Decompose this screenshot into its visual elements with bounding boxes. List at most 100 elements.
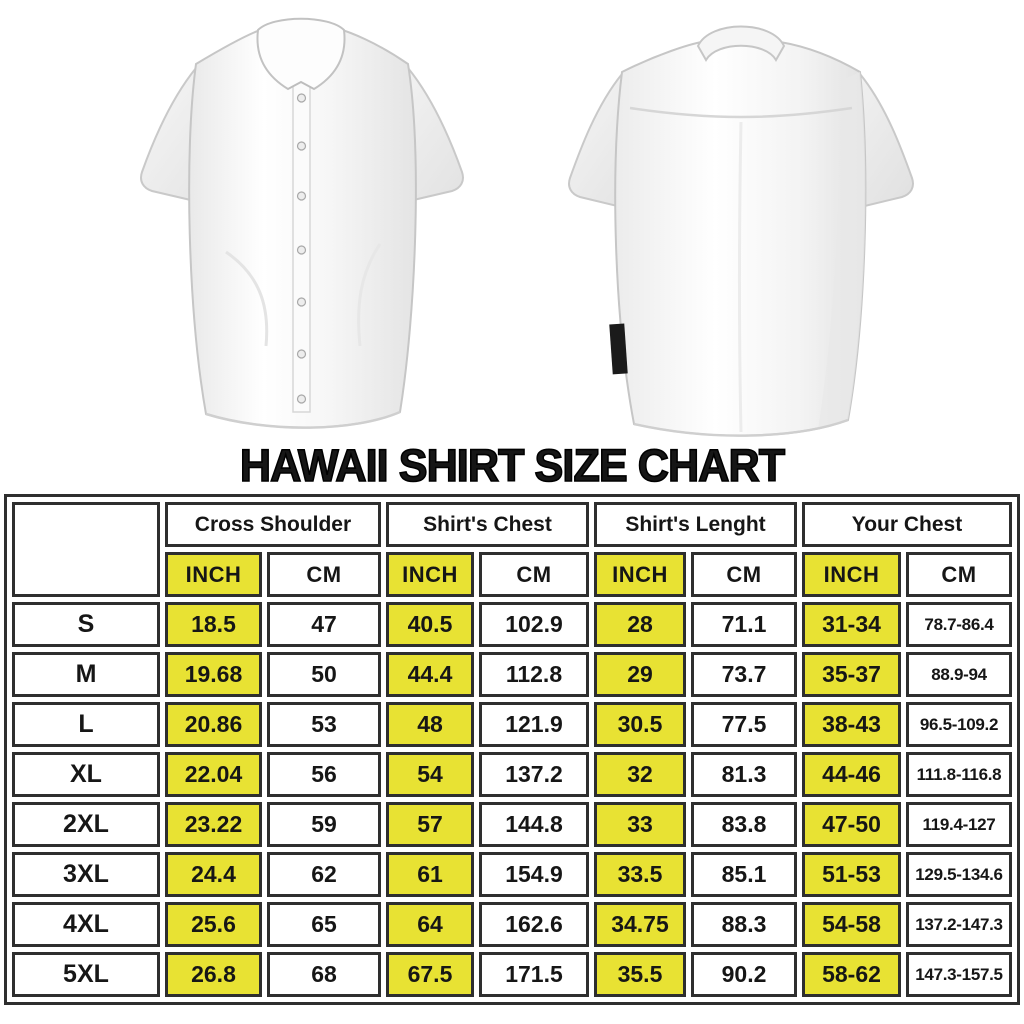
value-cell-cm: 129.5-134.6 bbox=[906, 852, 1012, 897]
table-row: S 18.5 47 40.5 102.9 28 71.1 31-34 78.7-86.4 bbox=[11, 602, 1012, 647]
value-cell-inch: 32 bbox=[593, 752, 686, 797]
value-cell-cm: 73.7 bbox=[690, 652, 797, 697]
value-cell-inch: 31-34 bbox=[802, 602, 901, 647]
value-cell-inch: 24.4 bbox=[164, 852, 262, 897]
group-header-shirts-lenght: Shirt's Lenght bbox=[593, 502, 797, 547]
table-row: L 20.86 53 48 121.9 30.5 77.5 38-43 96.5-109.2 bbox=[11, 702, 1012, 747]
table-row: 4XL 25.6 65 64 162.6 34.75 88.3 54-58 137.2-147.… bbox=[11, 902, 1012, 947]
table-header: Cross Shoulder Shirt's Chest Shirt's Len… bbox=[11, 502, 1012, 597]
table-row: XL 22.04 56 54 137.2 32 81.3 44-46 111.8-116.8 bbox=[11, 752, 1012, 797]
value-cell-cm: 137.2-147.3 bbox=[906, 902, 1012, 947]
value-cell-inch: 19.68 bbox=[164, 652, 262, 697]
value-cell-cm: 96.5-109.2 bbox=[906, 702, 1012, 747]
value-cell-cm: 59 bbox=[266, 802, 381, 847]
value-cell-inch: 47-50 bbox=[802, 802, 901, 847]
value-cell-inch: 44.4 bbox=[385, 652, 474, 697]
value-cell-cm: 88.9-94 bbox=[906, 652, 1012, 697]
back-yoke-seam bbox=[629, 106, 853, 119]
size-label: 3XL bbox=[11, 852, 160, 897]
unit-header-cm: CM bbox=[690, 552, 797, 597]
shirt-back-photo bbox=[568, 25, 914, 437]
back-right-shade bbox=[818, 72, 866, 429]
value-cell-inch: 18.5 bbox=[164, 602, 262, 647]
size-label: 4XL bbox=[11, 902, 160, 947]
unit-header-inch: INCH bbox=[385, 552, 474, 597]
group-header-row: Cross Shoulder Shirt's Chest Shirt's Len… bbox=[11, 502, 1012, 597]
value-cell-cm: 88.3 bbox=[690, 902, 797, 947]
value-cell-cm: 78.7-86.4 bbox=[906, 602, 1012, 647]
value-cell-cm: 68 bbox=[266, 952, 381, 997]
value-cell-cm: 121.9 bbox=[478, 702, 589, 747]
page-title: HAWAII SHIRT SIZE CHART bbox=[239, 440, 786, 491]
table-row: M 19.68 50 44.4 112.8 29 73.7 35-37 88.9-94 bbox=[11, 652, 1012, 697]
value-cell-cm: 62 bbox=[266, 852, 381, 897]
group-header-your-chest: Your Chest bbox=[802, 502, 1012, 547]
size-label: 2XL bbox=[11, 802, 160, 847]
unit-header-cm: CM bbox=[478, 552, 589, 597]
size-label: S bbox=[11, 602, 160, 647]
value-cell-inch: 58-62 bbox=[802, 952, 901, 997]
unit-header-row: INCH CM INCH CM INCH CM INCH CM bbox=[12, 552, 1012, 597]
table-row: 5XL 26.8 68 67.5 171.5 35.5 90.2 58-62 147.3-157… bbox=[11, 952, 1012, 997]
value-cell-inch: 54-58 bbox=[802, 902, 901, 947]
value-cell-cm: 81.3 bbox=[690, 752, 797, 797]
value-cell-inch: 23.22 bbox=[164, 802, 262, 847]
value-cell-inch: 61 bbox=[385, 852, 474, 897]
unit-header-inch: INCH bbox=[593, 552, 686, 597]
value-cell-cm: 77.5 bbox=[690, 702, 797, 747]
value-cell-inch: 22.04 bbox=[164, 752, 262, 797]
value-cell-inch: 54 bbox=[385, 752, 474, 797]
value-cell-inch: 33 bbox=[593, 802, 686, 847]
table-row: 3XL 24.4 62 61 154.9 33.5 85.1 51-53 129.5-134.6 bbox=[11, 852, 1012, 897]
size-label: 5XL bbox=[11, 952, 160, 997]
size-table-body: S 18.5 47 40.5 102.9 28 71.1 31-34 78.7-86.4 M 19.… bbox=[11, 602, 1012, 997]
value-cell-inch: 57 bbox=[385, 802, 474, 847]
value-cell-inch: 64 bbox=[385, 902, 474, 947]
value-cell-cm: 53 bbox=[266, 702, 381, 747]
value-cell-cm: 90.2 bbox=[690, 952, 797, 997]
value-cell-inch: 28 bbox=[593, 602, 686, 647]
front-wrinkle bbox=[357, 243, 382, 347]
value-cell-inch: 35.5 bbox=[593, 952, 686, 997]
corner-cell bbox=[11, 502, 160, 597]
value-cell-cm: 65 bbox=[266, 902, 381, 947]
value-cell-cm: 71.1 bbox=[690, 602, 797, 647]
unit-header-inch: INCH bbox=[164, 552, 262, 597]
front-collar bbox=[256, 17, 346, 91]
value-cell-cm: 111.8-116.8 bbox=[906, 752, 1012, 797]
value-cell-inch: 40.5 bbox=[385, 602, 474, 647]
front-wrinkle bbox=[225, 250, 269, 347]
value-cell-cm: 83.8 bbox=[690, 802, 797, 847]
front-hem-seam bbox=[205, 410, 401, 429]
group-header-cross-shoulder: Cross Shoulder bbox=[164, 502, 381, 547]
size-label: M bbox=[11, 652, 160, 697]
value-cell-cm: 102.9 bbox=[478, 602, 589, 647]
value-cell-cm: 56 bbox=[266, 752, 381, 797]
group-header-shirts-chest: Shirt's Chest bbox=[385, 502, 589, 547]
value-cell-cm: 144.8 bbox=[478, 802, 589, 847]
value-cell-inch: 34.75 bbox=[593, 902, 686, 947]
shirt-images-area bbox=[0, 0, 1024, 442]
front-buttons bbox=[296, 93, 307, 404]
value-cell-inch: 25.6 bbox=[164, 902, 262, 947]
unit-header-inch: INCH bbox=[802, 552, 901, 597]
value-cell-inch: 33.5 bbox=[593, 852, 686, 897]
value-cell-inch: 44-46 bbox=[802, 752, 901, 797]
back-side-tag bbox=[609, 323, 628, 375]
back-hem-seam bbox=[633, 418, 849, 437]
value-cell-cm: 119.4-127 bbox=[906, 802, 1012, 847]
value-cell-cm: 47 bbox=[266, 602, 381, 647]
value-cell-cm: 147.3-157.5 bbox=[906, 952, 1012, 997]
unit-header-cm: CM bbox=[906, 552, 1012, 597]
value-cell-cm: 112.8 bbox=[478, 652, 589, 697]
size-label: L bbox=[11, 702, 160, 747]
value-cell-cm: 154.9 bbox=[478, 852, 589, 897]
value-cell-cm: 137.2 bbox=[478, 752, 589, 797]
value-cell-inch: 26.8 bbox=[164, 952, 262, 997]
size-label: XL bbox=[11, 752, 160, 797]
back-collar-band bbox=[696, 25, 786, 63]
unit-header-cm: CM bbox=[266, 552, 381, 597]
value-cell-inch: 48 bbox=[385, 702, 474, 747]
value-cell-inch: 51-53 bbox=[802, 852, 901, 897]
shirt-front-photo bbox=[140, 17, 464, 429]
